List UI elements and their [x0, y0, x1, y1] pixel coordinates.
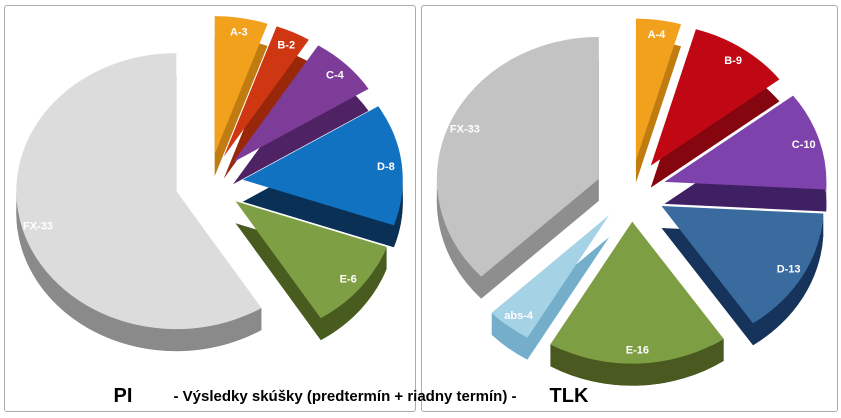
pie-slice-label-FX-33: FX-33 [450, 123, 480, 135]
pie-slice-D-8 [242, 106, 403, 226]
pie-slice-label-D-8: D-8 [377, 161, 395, 173]
pie-slice-rim-E-16 [550, 338, 724, 386]
pie-slice-rim-FX-33 [16, 191, 262, 352]
pie-slice-label-C-4: C-4 [326, 69, 345, 81]
pie-slice-label-FX-33: FX-33 [23, 221, 53, 233]
pie-chart-pi: A-3 B-2 C-4 D-8 FX-33 E-6 [16, 16, 403, 352]
pie-slice-D-13 [661, 206, 824, 324]
pie-slice-E-6 [235, 201, 387, 319]
pie-slice-label-A-4: A-4 [648, 29, 667, 41]
pie-slice-C-10 [664, 95, 827, 190]
pie-slice-label-E-6: E-6 [340, 274, 357, 286]
pie-slice-label-B-2: B-2 [277, 40, 295, 52]
pie-slice-label-A-3: A-3 [230, 27, 248, 39]
chart-panel-pi: A-3 B-2 C-4 D-8 FX-33 E-6 [4, 5, 416, 412]
pie-slice-label-D-13: D-13 [777, 264, 801, 276]
pie-slice-E-16 [550, 221, 724, 364]
pie-slice-rim-FX-33 [436, 178, 482, 299]
pie-slice-B-9 [650, 29, 780, 166]
pie-slice-rim-D-8 [393, 179, 403, 248]
pie-slice-FX-33 [436, 36, 599, 277]
pie-slice-rim-E-6 [320, 246, 387, 341]
pie-slice-C-4 [233, 45, 369, 163]
pie-slice-label-B-9: B-9 [724, 55, 742, 67]
pie-chart-tlk: A-4 B-9 FX-33 C-10 D-13 abs-4 E-16 [436, 18, 827, 386]
pie-slice-label-abs-4: abs-4 [504, 310, 534, 322]
pie-slice-label-E-16: E-16 [626, 344, 649, 356]
pie-slice-abs-4 [491, 215, 610, 338]
pie-slice-A-4 [635, 18, 682, 161]
pie-slice-A-3 [214, 16, 268, 155]
pie-slice-rim-abs-4 [491, 312, 528, 360]
pie-slice-B-2 [223, 26, 309, 157]
chart-panel-tlk: A-4 B-9 FX-33 C-10 D-13 abs-4 E-16 [421, 5, 838, 412]
pie-slice-label-C-10: C-10 [792, 139, 816, 151]
pie-slice-FX-33 [16, 53, 262, 330]
pie-slice-rim-D-13 [753, 213, 824, 346]
